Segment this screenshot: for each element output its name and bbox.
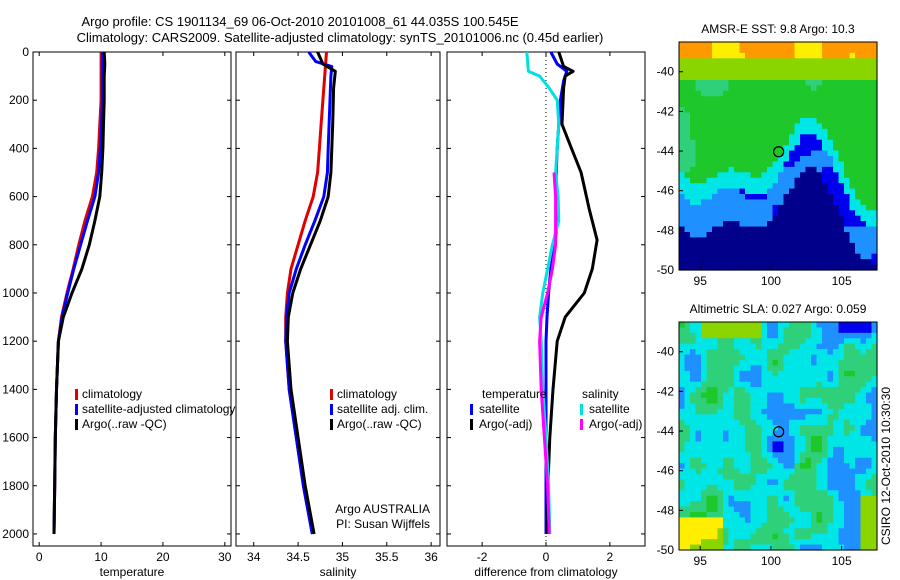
series-line-argo-raw-qc- (285, 51, 337, 535)
legend-entry: satellite (589, 402, 630, 416)
legend-swatch (470, 404, 473, 415)
legend-group-title: salinity (582, 387, 619, 401)
map-y-tick-label: -42 (657, 104, 675, 118)
map-y-tick-label: -42 (657, 384, 675, 398)
plot-frame (32, 51, 232, 547)
y-tick-label: 400 (9, 141, 29, 155)
x-tick-label: 36 (424, 550, 438, 564)
map-y-tick-label: -48 (657, 503, 675, 517)
map-y-tick-label: -44 (657, 424, 675, 438)
salinity-panel: 34 34.5 35 35.5 36 salinity climatologysatelli… (235, 51, 441, 579)
map-field (679, 42, 878, 271)
y-tick-label: 600 (9, 190, 29, 204)
series-line-argo-raw-qc- (52, 51, 107, 535)
argo-location-marker (773, 426, 785, 438)
map-title: AMSR-E SST: 9.8 Argo: 10.3 (701, 22, 855, 36)
legend-swatch (580, 404, 583, 415)
y-tick-label: 1800 (2, 479, 29, 493)
x-tick-label: 34.5 (286, 550, 310, 564)
map-x-tick-label: 100 (761, 554, 781, 568)
x-tick-label: 35.5 (375, 550, 399, 564)
legend-entry: satellite-adjusted climatology (82, 402, 235, 416)
legend-entry: climatology (82, 387, 142, 401)
x-tick-label: 35 (336, 550, 350, 564)
series-line-satellite (525, 51, 561, 535)
map-x-tick-label: 105 (832, 554, 852, 568)
legend-entry: Argo(..raw -QC) (82, 417, 167, 431)
header-line1: Argo profile: CS 1901134_69 06-Oct-2010 … (81, 14, 518, 29)
annotation-text: PI: Susan Wijffels (336, 517, 430, 531)
legend-entry: Argo(-adj) (589, 417, 642, 431)
legend-swatch (75, 419, 78, 430)
map-y-tick-label: -40 (657, 65, 675, 79)
map-x-tick-label: 100 (761, 274, 781, 288)
map-x-tick-label: 95 (694, 554, 708, 568)
y-tick-label: 1200 (2, 334, 29, 348)
map-y-tick-label: -40 (657, 345, 675, 359)
sst-map: AMSR-E SST: 9.8 Argo: 10.3 95 100 105 -40 -42… (657, 22, 878, 288)
argo-location-marker (773, 146, 785, 158)
legend-group-title: temperature (482, 387, 547, 401)
series-line-argo-adj- (538, 172, 558, 535)
map-y-tick-label: -50 (657, 543, 675, 557)
series-line-satellite-adj-clim- (284, 51, 334, 535)
map-y-tick-label: -46 (657, 464, 675, 478)
map-title: Altimetric SLA: 0.027 Argo: 0.059 (690, 302, 867, 316)
annotation-text: Argo AUSTRALIA (335, 502, 430, 516)
legend-entry: Argo(-adj) (479, 417, 532, 431)
legend-swatch (330, 419, 333, 430)
legend-swatch (330, 389, 333, 400)
x-tick-label: 2 (607, 550, 614, 564)
y-tick-label: 1000 (2, 286, 29, 300)
temperature-panel: 0 10 20 30 0 200 400 600 800 1000 1200 1400 1600 1800… (2, 45, 235, 579)
legend-entry: Argo(..raw -QC) (337, 417, 422, 431)
y-tick-label: 2000 (2, 527, 29, 541)
x-axis-label: difference from climatology (474, 565, 617, 579)
map-frame (678, 321, 878, 551)
y-tick-label: 0 (22, 45, 29, 59)
map-y-tick-label: -46 (657, 184, 675, 198)
legend-entry: climatology (337, 387, 397, 401)
legend-entry: satellite adj. clim. (337, 402, 428, 416)
x-tick-label: 0 (36, 550, 43, 564)
y-tick-label: 1600 (2, 431, 29, 445)
y-tick-label: 800 (9, 238, 29, 252)
legend-swatch (330, 404, 333, 415)
map-y-tick-label: -50 (657, 263, 675, 277)
header-line2: Climatology: CARS2009. Satellite-adjuste… (77, 30, 604, 45)
x-tick-label: 0 (543, 550, 550, 564)
sla-map: Altimetric SLA: 0.027 Argo: 0.059 95 100 10… (657, 302, 878, 568)
credit-text: CSIRO 12-Oct-2010 10:30:30 (879, 387, 893, 545)
map-y-tick-label: -48 (657, 223, 675, 237)
legend-swatch (75, 389, 78, 400)
legend-swatch (580, 419, 583, 430)
map-x-tick-label: 95 (694, 274, 708, 288)
legend-entry: satellite (479, 402, 520, 416)
legend-swatch (75, 404, 78, 415)
series-line-argo-adj- (546, 51, 599, 535)
x-tick-label: 34 (247, 550, 261, 564)
x-tick-label: -2 (477, 550, 488, 564)
y-tick-label: 200 (9, 93, 29, 107)
map-field (679, 322, 878, 551)
map-y-tick-label: -44 (657, 144, 675, 158)
x-tick-label: 20 (156, 550, 170, 564)
x-tick-label: 10 (94, 550, 108, 564)
map-frame (678, 41, 878, 271)
legend-swatch (470, 419, 473, 430)
y-tick-label: 1400 (2, 382, 29, 396)
plot-frame (235, 51, 441, 547)
x-axis-label: salinity (320, 565, 357, 579)
x-tick-label: 30 (218, 550, 232, 564)
x-axis-label: temperature (100, 565, 165, 579)
map-x-tick-label: 105 (832, 274, 852, 288)
